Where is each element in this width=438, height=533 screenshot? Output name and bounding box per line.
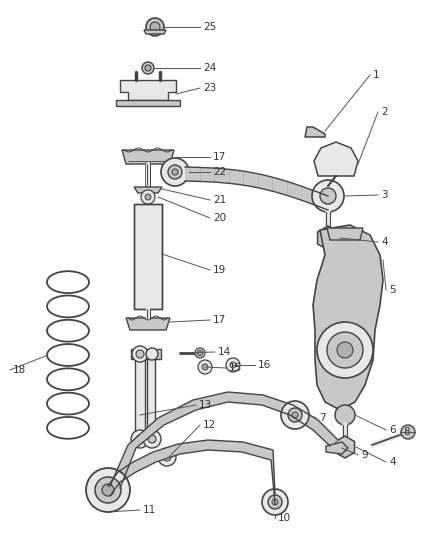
Text: 20: 20 — [213, 213, 226, 223]
Text: 18: 18 — [13, 365, 26, 375]
Polygon shape — [185, 167, 328, 210]
Text: 14: 14 — [218, 347, 231, 357]
Circle shape — [198, 360, 212, 374]
Polygon shape — [313, 225, 383, 410]
Circle shape — [202, 364, 208, 370]
Circle shape — [226, 358, 240, 372]
Circle shape — [95, 477, 121, 503]
Circle shape — [317, 322, 373, 378]
Circle shape — [172, 169, 178, 175]
Text: 24: 24 — [203, 63, 216, 73]
Circle shape — [161, 158, 189, 186]
Text: 11: 11 — [143, 505, 156, 515]
Circle shape — [312, 180, 344, 212]
Polygon shape — [134, 204, 162, 309]
Circle shape — [142, 62, 154, 74]
Circle shape — [337, 342, 353, 358]
Polygon shape — [108, 440, 275, 504]
Circle shape — [86, 468, 130, 512]
Polygon shape — [326, 442, 348, 454]
Polygon shape — [147, 355, 155, 435]
Polygon shape — [134, 187, 162, 193]
Circle shape — [168, 165, 182, 179]
Circle shape — [150, 22, 160, 32]
Circle shape — [143, 430, 161, 448]
Circle shape — [141, 190, 155, 204]
Text: 12: 12 — [203, 420, 216, 430]
Polygon shape — [131, 349, 161, 359]
Polygon shape — [120, 80, 176, 100]
Text: 19: 19 — [213, 265, 226, 275]
Circle shape — [268, 495, 282, 509]
Polygon shape — [305, 127, 325, 137]
Polygon shape — [122, 150, 174, 164]
Circle shape — [131, 430, 149, 448]
Text: 2: 2 — [381, 107, 388, 117]
Circle shape — [281, 401, 309, 429]
Text: 13: 13 — [199, 400, 212, 410]
Text: 16: 16 — [258, 360, 271, 370]
Circle shape — [327, 332, 363, 368]
Text: 21: 21 — [213, 195, 226, 205]
Polygon shape — [110, 392, 338, 488]
Text: 25: 25 — [203, 22, 216, 32]
Circle shape — [148, 435, 156, 443]
Text: 22: 22 — [213, 167, 226, 177]
Text: 4: 4 — [389, 457, 396, 467]
Circle shape — [146, 348, 158, 360]
Circle shape — [163, 453, 171, 461]
Polygon shape — [126, 318, 170, 330]
Text: 17: 17 — [213, 315, 226, 325]
Polygon shape — [116, 100, 180, 106]
Text: 1: 1 — [373, 70, 380, 80]
Circle shape — [158, 448, 176, 466]
Polygon shape — [318, 226, 339, 250]
Text: 17: 17 — [213, 152, 226, 162]
Circle shape — [288, 408, 302, 422]
Circle shape — [146, 18, 164, 36]
Polygon shape — [327, 228, 363, 240]
Text: 8: 8 — [403, 427, 410, 437]
Circle shape — [262, 489, 288, 515]
Circle shape — [335, 405, 355, 425]
Circle shape — [145, 194, 151, 200]
Text: 4: 4 — [381, 237, 388, 247]
Text: 7: 7 — [319, 413, 325, 423]
Circle shape — [132, 346, 148, 362]
Text: 6: 6 — [389, 425, 396, 435]
Polygon shape — [314, 142, 358, 176]
Circle shape — [102, 484, 114, 496]
Circle shape — [145, 65, 151, 71]
Circle shape — [198, 351, 202, 356]
Polygon shape — [144, 30, 166, 34]
Circle shape — [401, 425, 415, 439]
Circle shape — [136, 350, 144, 358]
Text: 15: 15 — [229, 363, 242, 373]
Polygon shape — [336, 436, 354, 458]
Circle shape — [136, 435, 144, 443]
Polygon shape — [135, 355, 145, 435]
Circle shape — [320, 188, 336, 204]
Text: 10: 10 — [278, 513, 291, 523]
Text: 9: 9 — [361, 450, 367, 460]
Text: 3: 3 — [381, 190, 388, 200]
Circle shape — [292, 412, 298, 418]
Circle shape — [230, 362, 236, 368]
Circle shape — [272, 499, 278, 505]
Text: 5: 5 — [389, 285, 396, 295]
Text: 23: 23 — [203, 83, 216, 93]
Circle shape — [195, 348, 205, 358]
